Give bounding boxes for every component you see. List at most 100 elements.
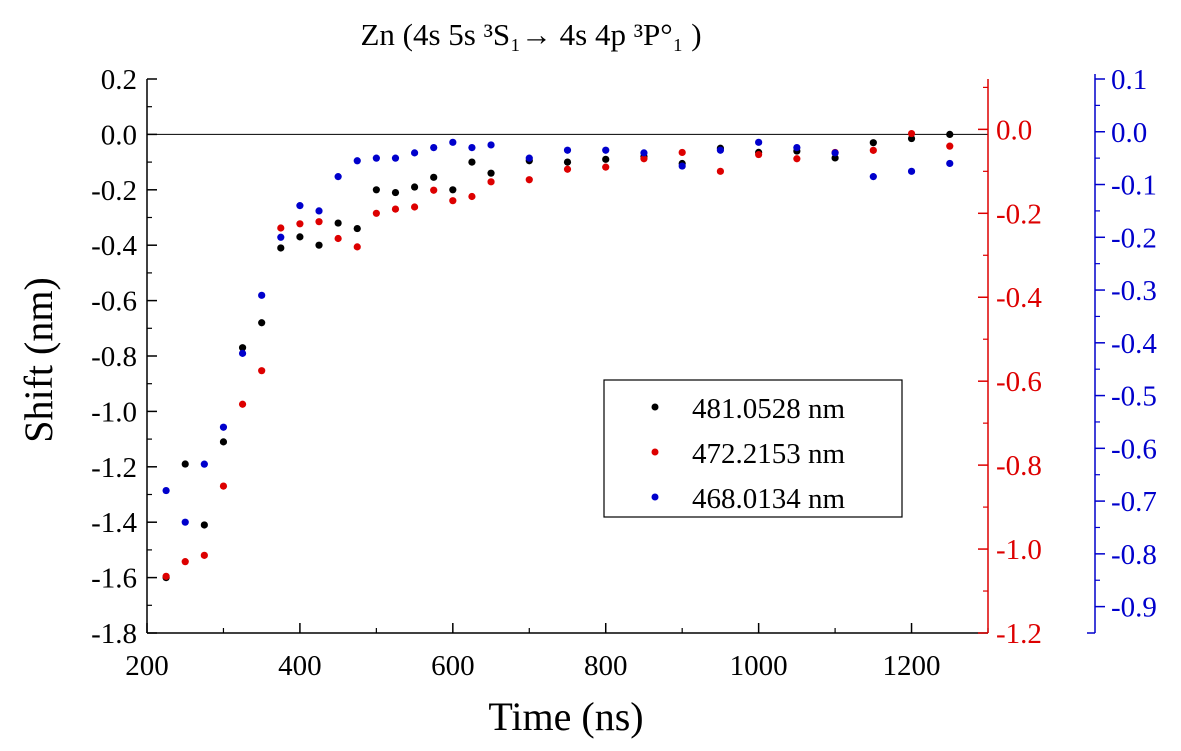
data-point-series-2 xyxy=(908,168,915,175)
legend-label-481: 481.0528 nm xyxy=(692,393,846,425)
data-point-series-1 xyxy=(487,178,494,185)
data-point-series-1 xyxy=(239,401,246,408)
data-point-series-2 xyxy=(602,147,609,154)
data-point-series-0 xyxy=(373,186,380,193)
left-tick-label: -1.2 xyxy=(91,452,137,484)
data-point-series-2 xyxy=(392,155,399,162)
chart-title: Zn (4s 5s ³S₁→ 4s 4p ³P°₁ ) xyxy=(360,17,701,52)
y-axis-label: Shift (nm) xyxy=(16,277,61,443)
red-tick-label: -0.6 xyxy=(996,366,1042,398)
data-point-series-0 xyxy=(315,242,322,249)
x-tick-label: 200 xyxy=(125,650,169,682)
blue-tick-label: -0.9 xyxy=(1111,592,1157,624)
data-point-series-1 xyxy=(277,224,284,231)
data-point-series-2 xyxy=(277,234,284,241)
data-point-series-1 xyxy=(296,220,303,227)
red-tick-label: 0.0 xyxy=(996,114,1032,146)
data-point-series-2 xyxy=(449,139,456,146)
data-point-series-1 xyxy=(182,558,189,565)
data-point-series-0 xyxy=(182,460,189,467)
data-point-series-1 xyxy=(870,147,877,154)
left-tick-label: -1.6 xyxy=(91,563,137,595)
data-point-series-2 xyxy=(468,144,475,151)
data-point-series-1 xyxy=(220,483,227,490)
legend: 481.0528 nm 472.2153 nm 468.0134 nm xyxy=(604,380,902,517)
data-point-series-1 xyxy=(717,168,724,175)
data-point-series-0 xyxy=(449,186,456,193)
x-tick-label: 600 xyxy=(431,650,475,682)
data-point-series-2 xyxy=(201,461,208,468)
left-tick-label: -0.8 xyxy=(91,341,137,373)
left-tick-label: -0.6 xyxy=(91,286,137,318)
left-tick-label: -1.4 xyxy=(91,507,137,539)
data-point-series-1 xyxy=(354,243,361,250)
data-point-series-0 xyxy=(411,183,418,190)
blue-tick-label: -0.3 xyxy=(1111,275,1157,307)
data-point-series-2 xyxy=(296,202,303,209)
data-point-series-2 xyxy=(258,292,265,299)
legend-label-468: 468.0134 nm xyxy=(692,483,846,515)
data-point-series-1 xyxy=(793,155,800,162)
data-point-series-1 xyxy=(449,197,456,204)
data-point-series-2 xyxy=(755,139,762,146)
data-point-series-1 xyxy=(163,573,170,580)
left-tick-label: -1.0 xyxy=(91,396,137,428)
red-tick-label: -0.2 xyxy=(996,198,1042,230)
left-tick-label: -1.8 xyxy=(91,618,137,650)
blue-tick-label: 0.1 xyxy=(1111,64,1147,96)
data-point-series-1 xyxy=(373,210,380,217)
data-point-series-1 xyxy=(755,151,762,158)
data-point-series-2 xyxy=(430,144,437,151)
red-tick-label: -0.8 xyxy=(996,450,1042,482)
data-point-series-2 xyxy=(315,207,322,214)
data-point-series-2 xyxy=(182,519,189,526)
blue-tick-label: -0.1 xyxy=(1111,170,1157,202)
data-point-series-1 xyxy=(679,149,686,156)
data-point-series-0 xyxy=(946,131,953,138)
data-point-series-2 xyxy=(831,149,838,156)
data-point-series-0 xyxy=(335,219,342,226)
data-point-series-2 xyxy=(946,160,953,167)
data-point-series-0 xyxy=(487,170,494,177)
x-tick-label: 1000 xyxy=(730,650,788,682)
left-tick-label: -0.2 xyxy=(91,175,137,207)
data-point-series-2 xyxy=(354,157,361,164)
data-point-series-1 xyxy=(430,187,437,194)
data-point-series-0 xyxy=(430,174,437,181)
data-point-series-0 xyxy=(602,156,609,163)
legend-marker-472 xyxy=(652,449,659,456)
blue-tick-label: 0.0 xyxy=(1111,117,1147,149)
data-point-series-1 xyxy=(564,166,571,173)
data-point-series-1 xyxy=(602,164,609,171)
data-point-series-2 xyxy=(717,147,724,154)
red-tick-label: -0.4 xyxy=(996,282,1042,314)
data-point-series-2 xyxy=(793,144,800,151)
data-point-series-0 xyxy=(354,225,361,232)
red-tick-label: -1.2 xyxy=(996,618,1042,650)
blue-tick-label: -0.2 xyxy=(1111,222,1157,254)
left-tick-label: 0.2 xyxy=(101,64,137,96)
data-point-series-1 xyxy=(468,193,475,200)
data-point-series-2 xyxy=(411,149,418,156)
data-point-series-1 xyxy=(335,235,342,242)
data-point-series-1 xyxy=(411,203,418,210)
data-point-series-0 xyxy=(277,244,284,251)
data-point-series-2 xyxy=(679,162,686,169)
x-tick-label: 400 xyxy=(278,650,322,682)
blue-tick-label: -0.6 xyxy=(1111,433,1157,465)
data-point-series-1 xyxy=(526,176,533,183)
data-point-series-0 xyxy=(870,139,877,146)
data-point-series-0 xyxy=(468,159,475,166)
legend-label-472: 472.2153 nm xyxy=(692,438,846,470)
data-point-series-1 xyxy=(392,206,399,213)
blue-tick-label: -0.4 xyxy=(1111,328,1157,360)
blue-tick-label: -0.7 xyxy=(1111,486,1157,518)
data-point-series-2 xyxy=(335,173,342,180)
data-point-series-1 xyxy=(908,130,915,137)
data-point-series-1 xyxy=(946,143,953,150)
data-point-series-0 xyxy=(201,521,208,528)
data-point-series-2 xyxy=(163,487,170,494)
x-tick-label: 800 xyxy=(584,650,628,682)
